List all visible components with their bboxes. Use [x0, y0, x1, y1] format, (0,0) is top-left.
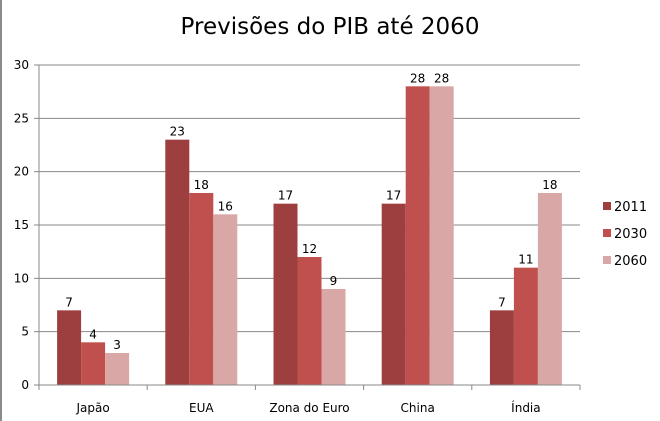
bar-2060 — [321, 289, 346, 385]
legend-swatch-2060 — [603, 256, 611, 264]
x-tick-label: EUA — [189, 401, 214, 415]
x-tick-label: Índia — [511, 400, 540, 415]
bar-2060 — [213, 214, 238, 385]
y-tick-label: 10 — [14, 271, 29, 285]
x-tick-label: Zona do Euro — [269, 401, 349, 415]
data-label: 18 — [194, 178, 209, 192]
bar-2011 — [57, 310, 82, 385]
data-label: 17 — [278, 189, 293, 203]
bar-2060 — [429, 86, 454, 385]
legend-swatch-2011 — [603, 202, 611, 210]
data-label: 12 — [302, 242, 317, 256]
y-tick-label: 25 — [14, 111, 29, 125]
data-label: 7 — [65, 295, 73, 309]
legend-swatch-2030 — [603, 229, 611, 237]
chart-title: Previsões do PIB até 2060 — [180, 14, 480, 40]
y-tick-label: 5 — [21, 325, 29, 339]
data-label: 9 — [330, 274, 338, 288]
data-label: 16 — [218, 199, 233, 213]
y-tick-label: 15 — [14, 218, 29, 232]
bar-2030 — [81, 342, 106, 385]
bar-2030 — [513, 267, 538, 385]
data-label: 7 — [498, 295, 506, 309]
data-label: 11 — [518, 253, 533, 267]
bar-2030 — [297, 257, 322, 385]
data-label: 3 — [113, 338, 121, 352]
bar-2030 — [189, 193, 214, 385]
y-tick-label: 20 — [14, 165, 29, 179]
legend-label: 2011 — [614, 200, 647, 215]
data-label: 18 — [542, 178, 557, 192]
bar-2060 — [537, 193, 562, 385]
bar-2011 — [381, 203, 406, 385]
data-label: 28 — [410, 71, 425, 85]
bar-2060 — [105, 353, 130, 385]
y-tick-label: 30 — [14, 58, 29, 72]
legend-label: 2030 — [614, 227, 647, 242]
legend-label: 2060 — [614, 254, 647, 269]
bar-2030 — [405, 86, 430, 385]
y-tick-label: 0 — [21, 378, 29, 392]
bar-2011 — [273, 203, 298, 385]
x-tick-label: China — [401, 401, 435, 415]
data-label: 4 — [89, 327, 97, 341]
bar-2011 — [489, 310, 514, 385]
x-tick-label: Japão — [75, 401, 109, 415]
data-label: 23 — [170, 125, 185, 139]
bar-2011 — [165, 139, 190, 385]
data-label: 28 — [434, 71, 449, 85]
data-label: 17 — [386, 189, 401, 203]
